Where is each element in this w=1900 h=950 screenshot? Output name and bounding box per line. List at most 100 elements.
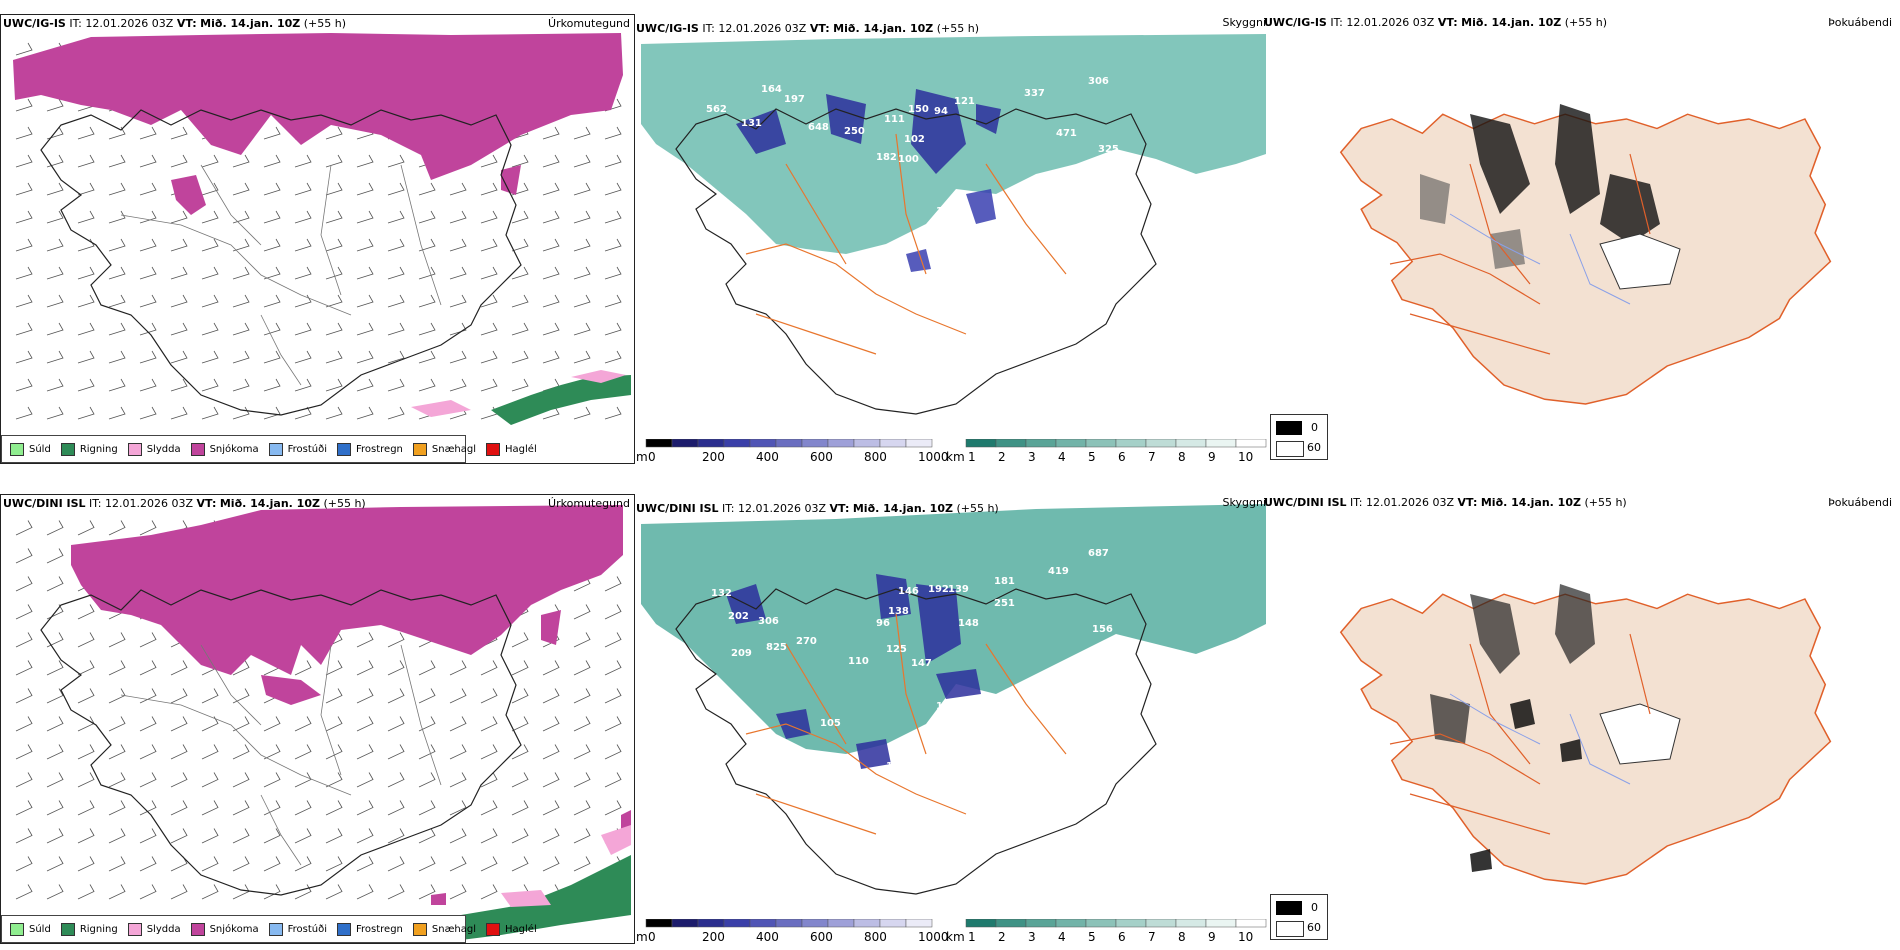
cbar-vis-swatch [995,439,1027,448]
row-1: UWC/IG-IS IT: 12.01.2026 03Z VT: Mið. 14… [0,0,1900,470]
visibility-value-label: 251 [994,598,1015,609]
wind-barb [77,126,95,140]
cbar-tick: 9 [1208,930,1216,944]
wind-barb [294,154,312,168]
panel-header: UWC/DINI ISL IT: 12.01.2026 03Z VT: Mið.… [636,502,999,515]
wind-barb [15,266,33,280]
wind-barb [480,660,498,676]
wind-barb [387,210,405,224]
wind-barb [232,688,250,704]
wind-barb [325,154,343,168]
wind-barb [46,520,64,536]
wind-barb [15,238,33,252]
wind-barb [77,378,95,392]
cbar-tick: 5 [1088,450,1096,464]
wind-barb [46,322,64,336]
wind-barb [480,772,498,788]
wind-barb [108,744,126,760]
wind-barb [139,632,157,648]
wind-barb [15,322,33,336]
wind-barb [604,238,622,252]
wind-barb [387,828,405,844]
fog-scale-2: 0 60 [1270,894,1328,940]
wind-barb [511,266,529,280]
wind-barb [480,884,498,900]
wind-barb [201,378,219,392]
wind-barb [232,716,250,732]
legend-swatch [412,442,427,456]
wind-barb [108,884,126,900]
cbar-vis-swatch [1235,919,1267,928]
wind-barb [604,632,622,648]
wind-barb [325,378,343,392]
wind-barb [15,520,33,536]
wind-barb [46,406,64,420]
visibility-value-label: 325 [1098,144,1119,155]
wind-barb [77,632,95,648]
wind-barb [480,266,498,280]
cbar-height-swatch [905,919,933,928]
wind-barb [201,350,219,364]
wind-barb [108,182,126,196]
wind-barb [387,744,405,760]
cbar-vis-swatch [1235,439,1267,448]
wind-barb [139,210,157,224]
wind-barb [480,744,498,760]
wind-barb [263,322,281,336]
wind-barb [201,210,219,224]
wind-barb [573,772,591,788]
wind-barb [604,154,622,168]
wind-barb [46,548,64,564]
cbar-vis-swatch [1085,439,1117,448]
wind-barb [15,42,33,56]
wind-barb [449,856,467,872]
wind-barb [46,350,64,364]
wind-barb [604,688,622,704]
wind-barb [46,294,64,308]
wind-barb [232,182,250,196]
wind-barb [418,744,436,760]
wind-barb [46,378,64,392]
wind-barb [325,772,343,788]
cbar-height-swatch [645,919,673,928]
visibility-value-label: 135 [936,701,957,712]
wind-barb [232,266,250,280]
wind-barb [511,632,529,648]
cbar-tick: 10 [1238,930,1254,944]
visibility-value-label: 137 [936,206,957,217]
wind-barb [77,744,95,760]
visibility-value-label: 209 [731,648,752,659]
legend-swatch [486,922,501,936]
wind-barb [418,210,436,224]
wind-barb [449,322,467,336]
wind-barb [46,266,64,280]
wind-barb [77,210,95,224]
wind-barb [542,238,560,252]
cbar-height-swatch [905,439,933,448]
wind-barb [356,744,374,760]
wind-barb [232,744,250,760]
wind-barb [418,688,436,704]
wind-barb [294,294,312,308]
wind-barb [15,716,33,732]
cbar-vis-swatches [965,439,1267,448]
wind-barb [232,406,250,420]
cbar-tick: 10 [1238,450,1254,464]
cbar-tick: 6 [1118,930,1126,944]
visibility-value-label: 94 [934,106,948,117]
wind-barb [387,716,405,732]
wind-barb [263,154,281,168]
wind-barb [325,828,343,844]
visibility-value-label: 138 [888,606,909,617]
wind-barb [604,350,622,364]
cbar-height-swatch [775,439,803,448]
wind-barb [325,688,343,704]
wind-barb [387,238,405,252]
legend-swatch [268,442,283,456]
cbar-height-swatch [697,919,725,928]
wind-barb [356,238,374,252]
wind-barb [108,772,126,788]
cbar-tick: 0 [648,450,656,464]
wind-barb [77,800,95,816]
cbar-tick: 8 [1178,450,1186,464]
